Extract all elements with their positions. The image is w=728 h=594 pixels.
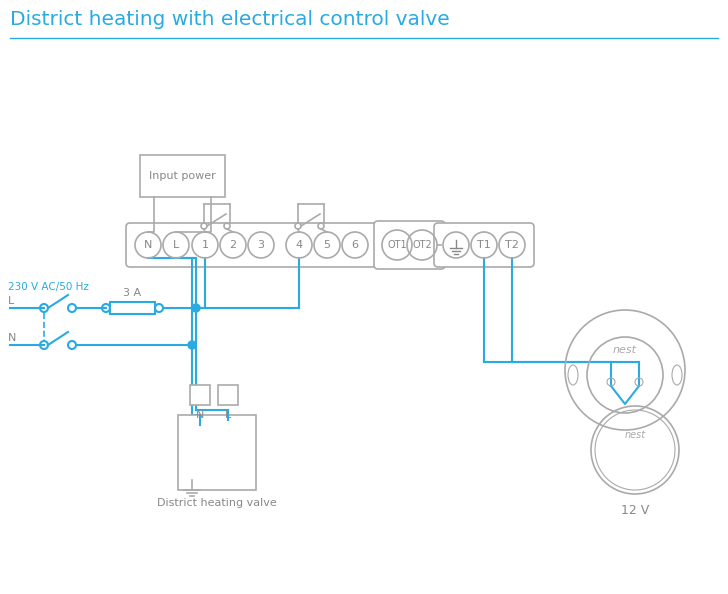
Text: District heating valve: District heating valve [157,498,277,508]
Text: District heating with electrical control valve: District heating with electrical control… [10,10,450,29]
FancyBboxPatch shape [110,302,155,314]
Text: L: L [173,240,179,250]
FancyBboxPatch shape [434,223,534,267]
Circle shape [192,304,200,312]
Text: 12 V: 12 V [621,504,649,517]
Text: T2: T2 [505,240,519,250]
Text: 1: 1 [202,240,208,250]
Text: N: N [144,240,152,250]
Text: OT2: OT2 [412,240,432,250]
FancyBboxPatch shape [178,415,256,490]
FancyBboxPatch shape [374,221,445,269]
Text: N: N [8,333,16,343]
Text: 6: 6 [352,240,358,250]
Text: 2: 2 [229,240,237,250]
Text: T1: T1 [477,240,491,250]
FancyBboxPatch shape [218,385,238,405]
Text: nest: nest [613,345,637,355]
Text: 3 A: 3 A [124,288,141,298]
Text: N: N [196,410,204,420]
Text: L: L [225,410,231,420]
FancyBboxPatch shape [140,155,225,197]
Text: OT1: OT1 [387,240,407,250]
Text: 3: 3 [258,240,264,250]
Circle shape [188,341,196,349]
FancyBboxPatch shape [190,385,210,405]
FancyBboxPatch shape [126,223,377,267]
Text: 5: 5 [323,240,331,250]
Text: 230 V AC/50 Hz: 230 V AC/50 Hz [8,282,89,292]
Text: Input power: Input power [149,171,216,181]
Text: L: L [8,296,15,306]
Text: nest: nest [625,430,646,440]
Text: 4: 4 [296,240,303,250]
